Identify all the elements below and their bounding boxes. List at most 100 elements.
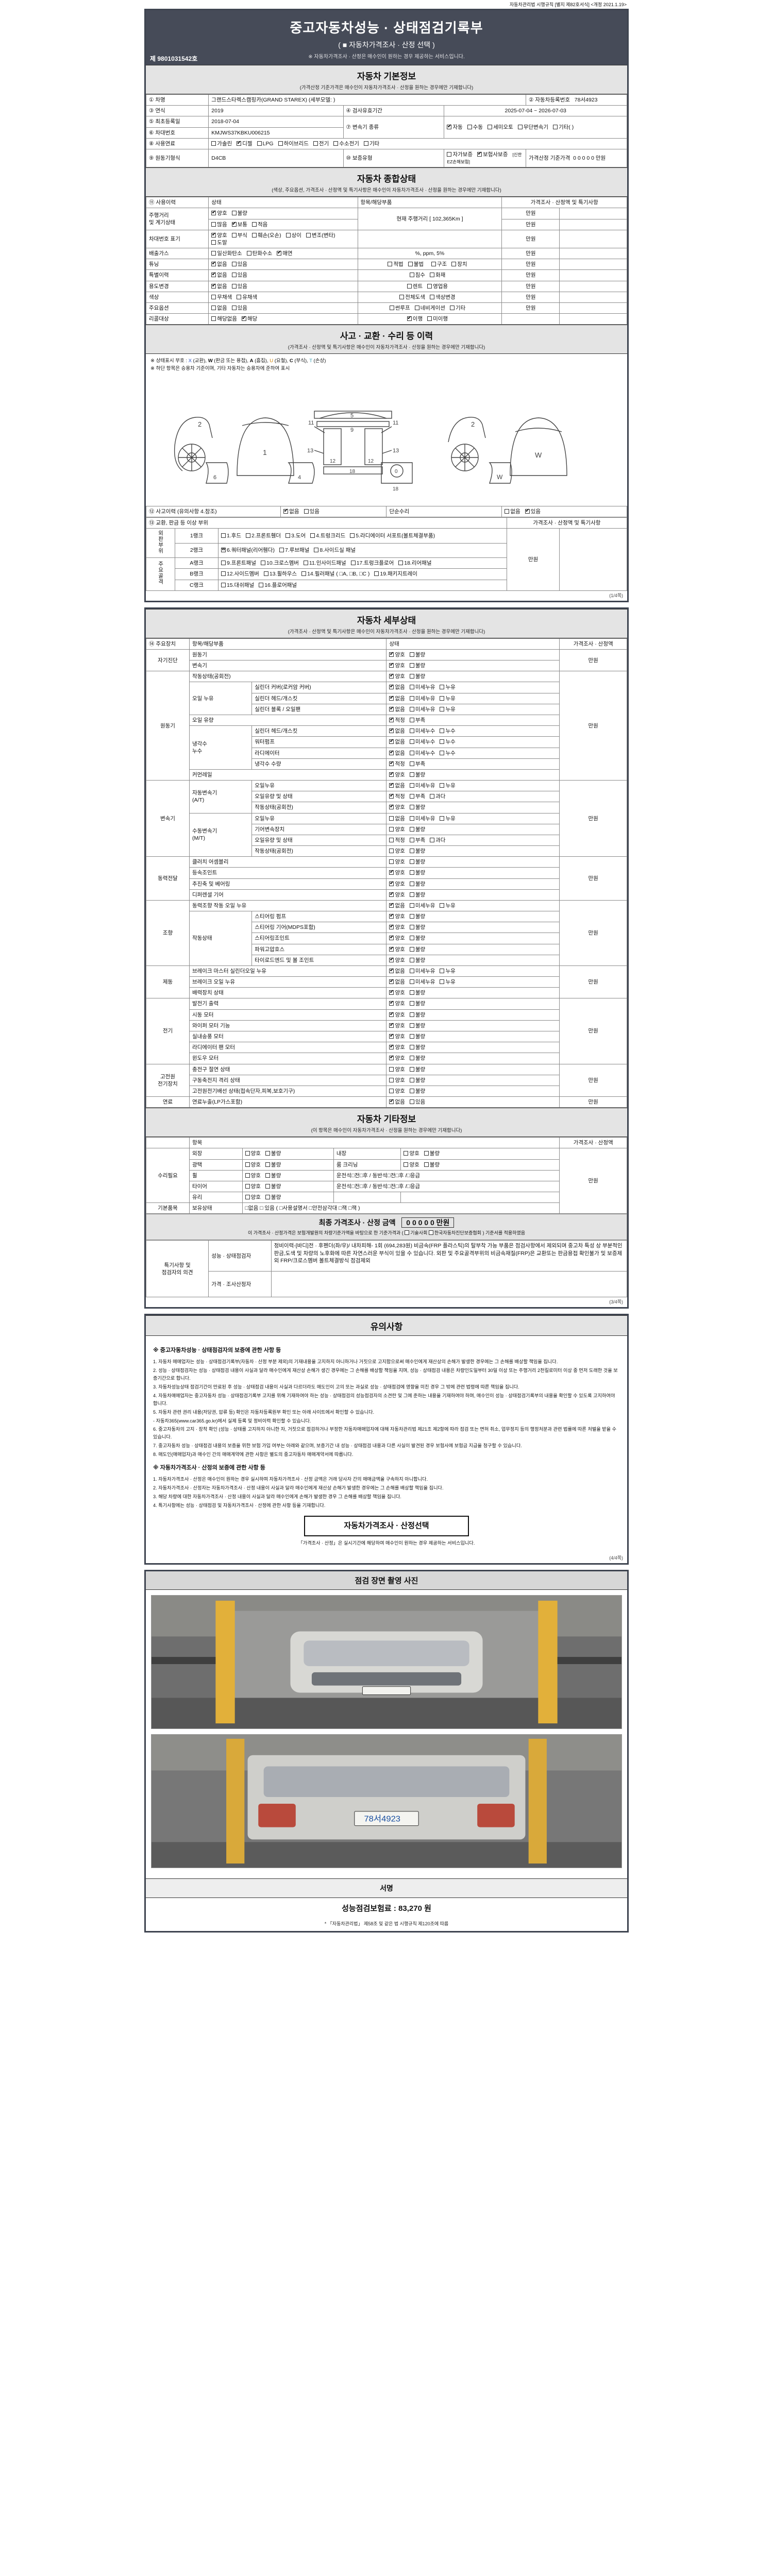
checkbox[interactable]	[389, 880, 394, 887]
checkbox[interactable]	[389, 934, 394, 941]
device-state[interactable]: 양호 불량	[386, 867, 560, 879]
state-option[interactable]: 있음	[231, 304, 247, 312]
checkbox[interactable]	[431, 262, 436, 267]
other-option[interactable]: 양호	[404, 1161, 419, 1168]
item-option[interactable]: 불법	[408, 261, 424, 268]
fuel-option[interactable]: 디젤	[237, 140, 253, 147]
overall-row-state[interactable]: 해당없음 해당	[208, 313, 358, 325]
state-option[interactable]: 없음	[389, 705, 405, 713]
checkbox[interactable]	[211, 282, 216, 289]
state-option[interactable]: 불량	[409, 848, 425, 855]
state-option[interactable]: 적정	[389, 837, 405, 844]
state-option[interactable]: 양호	[389, 989, 405, 996]
part-option[interactable]: 11.인사이드패널	[303, 560, 346, 567]
checkbox[interactable]	[388, 262, 393, 267]
overall-row-item-cell[interactable]: 침수 화재	[357, 269, 502, 281]
checkbox[interactable]	[389, 651, 394, 657]
checkbox[interactable]	[409, 849, 414, 854]
state-option[interactable]: 양호	[389, 826, 405, 833]
simple-repair-options[interactable]: 없음 있음	[501, 505, 627, 517]
checkbox[interactable]	[389, 1077, 394, 1082]
checkbox[interactable]	[440, 750, 445, 755]
state-option[interactable]: 불량	[409, 924, 425, 931]
state-option[interactable]: 누유	[440, 968, 456, 975]
state-option[interactable]: 양호	[389, 1054, 405, 1062]
overall-row-price[interactable]	[559, 248, 627, 260]
checkbox[interactable]	[263, 571, 268, 577]
device-state[interactable]: 없음 미세누수 누수	[386, 736, 560, 748]
state-option[interactable]: 불량	[409, 1000, 425, 1007]
other-option[interactable]: 양호	[245, 1183, 261, 1190]
state-option[interactable]: 미세누유	[409, 902, 435, 909]
other-option[interactable]: 불량	[265, 1150, 281, 1157]
checkbox[interactable]	[265, 1183, 270, 1189]
device-state[interactable]: 양호 불량	[386, 1063, 560, 1075]
checkbox[interactable]	[389, 989, 394, 996]
overall-row-state[interactable]: 없음 있음	[208, 280, 358, 292]
checkbox[interactable]	[389, 705, 394, 712]
device-state[interactable]: 양호 불량	[386, 1085, 560, 1097]
warranty-option[interactable]: 자가보증	[447, 151, 473, 158]
overall-row-price[interactable]	[559, 218, 627, 230]
device-price[interactable]: 만원	[559, 856, 627, 901]
checkbox[interactable]	[409, 1077, 414, 1082]
parts-price[interactable]	[559, 528, 627, 591]
fuel-options[interactable]: 가솔린 디젤 LPG 하이브리드 전기 수소전기 기타	[208, 138, 627, 149]
checkbox[interactable]	[440, 783, 445, 788]
item-option[interactable]: 화재	[429, 272, 445, 279]
state-option[interactable]: 불량	[409, 662, 425, 669]
state-option[interactable]: 없음	[389, 727, 405, 735]
checkbox[interactable]	[245, 1151, 250, 1156]
state-option[interactable]: 불량	[409, 913, 425, 920]
overall-row-state[interactable]: 없음 있음	[208, 259, 358, 270]
state-option[interactable]: 해당	[241, 315, 257, 323]
overall-row-price[interactable]	[559, 280, 627, 292]
state-option[interactable]: 불량	[409, 651, 425, 658]
checkbox[interactable]	[389, 672, 394, 680]
checkbox[interactable]	[409, 1056, 414, 1061]
checkbox[interactable]	[467, 124, 472, 129]
state-option[interactable]: 불량	[409, 1066, 425, 1073]
state-option[interactable]: 없음	[389, 694, 405, 702]
state-option[interactable]: 불량	[409, 869, 425, 876]
checkbox[interactable]	[231, 262, 237, 267]
state-option[interactable]: 부식	[231, 232, 247, 239]
device-price[interactable]: 만원	[559, 649, 627, 672]
state-option[interactable]: 불량	[409, 880, 425, 888]
state-option[interactable]: 불량	[231, 210, 247, 217]
checkbox[interactable]	[409, 1012, 414, 1017]
device-price[interactable]: 만원	[559, 900, 627, 966]
other-option[interactable]: 양호	[245, 1150, 261, 1157]
overall-row-item-cell[interactable]: 렌트 영업용	[357, 280, 502, 292]
checkbox[interactable]	[389, 826, 394, 832]
item-option[interactable]: 적법	[388, 261, 404, 268]
checkbox[interactable]	[409, 1088, 414, 1093]
checkbox[interactable]	[409, 914, 414, 919]
device-state[interactable]: 양호 불량	[386, 1030, 560, 1043]
car-damage-diagram[interactable]: 2 1 5 9 11 11 13 13 12	[146, 376, 627, 506]
checkbox[interactable]	[409, 990, 414, 995]
checkbox[interactable]	[404, 1162, 409, 1167]
checkbox[interactable]	[277, 249, 282, 257]
state-option[interactable]: 과다	[430, 837, 445, 844]
checkbox[interactable]	[285, 533, 291, 538]
other-option[interactable]: 양호	[404, 1150, 419, 1157]
checkbox[interactable]	[440, 979, 445, 985]
state-option[interactable]: 누유	[440, 695, 456, 702]
part-option[interactable]: 16.플로어패널	[259, 582, 297, 589]
checkbox[interactable]	[241, 315, 246, 322]
checkbox[interactable]	[389, 716, 394, 723]
checkbox[interactable]	[265, 1173, 270, 1178]
checkbox[interactable]	[409, 826, 414, 832]
checkbox[interactable]	[409, 946, 414, 952]
checkbox[interactable]	[389, 967, 394, 974]
state-option[interactable]: 불량	[409, 1088, 425, 1095]
item-option[interactable]: 네비게이션	[414, 304, 445, 312]
state-option[interactable]: 적정	[389, 760, 405, 768]
state-option[interactable]: 훼손(오손)	[251, 232, 281, 239]
other-opts-2[interactable]	[400, 1192, 560, 1204]
checkbox[interactable]	[430, 794, 435, 799]
state-option[interactable]: 있음	[231, 283, 247, 290]
device-state[interactable]: 양호 불량	[386, 943, 560, 955]
checkbox[interactable]	[231, 221, 237, 227]
